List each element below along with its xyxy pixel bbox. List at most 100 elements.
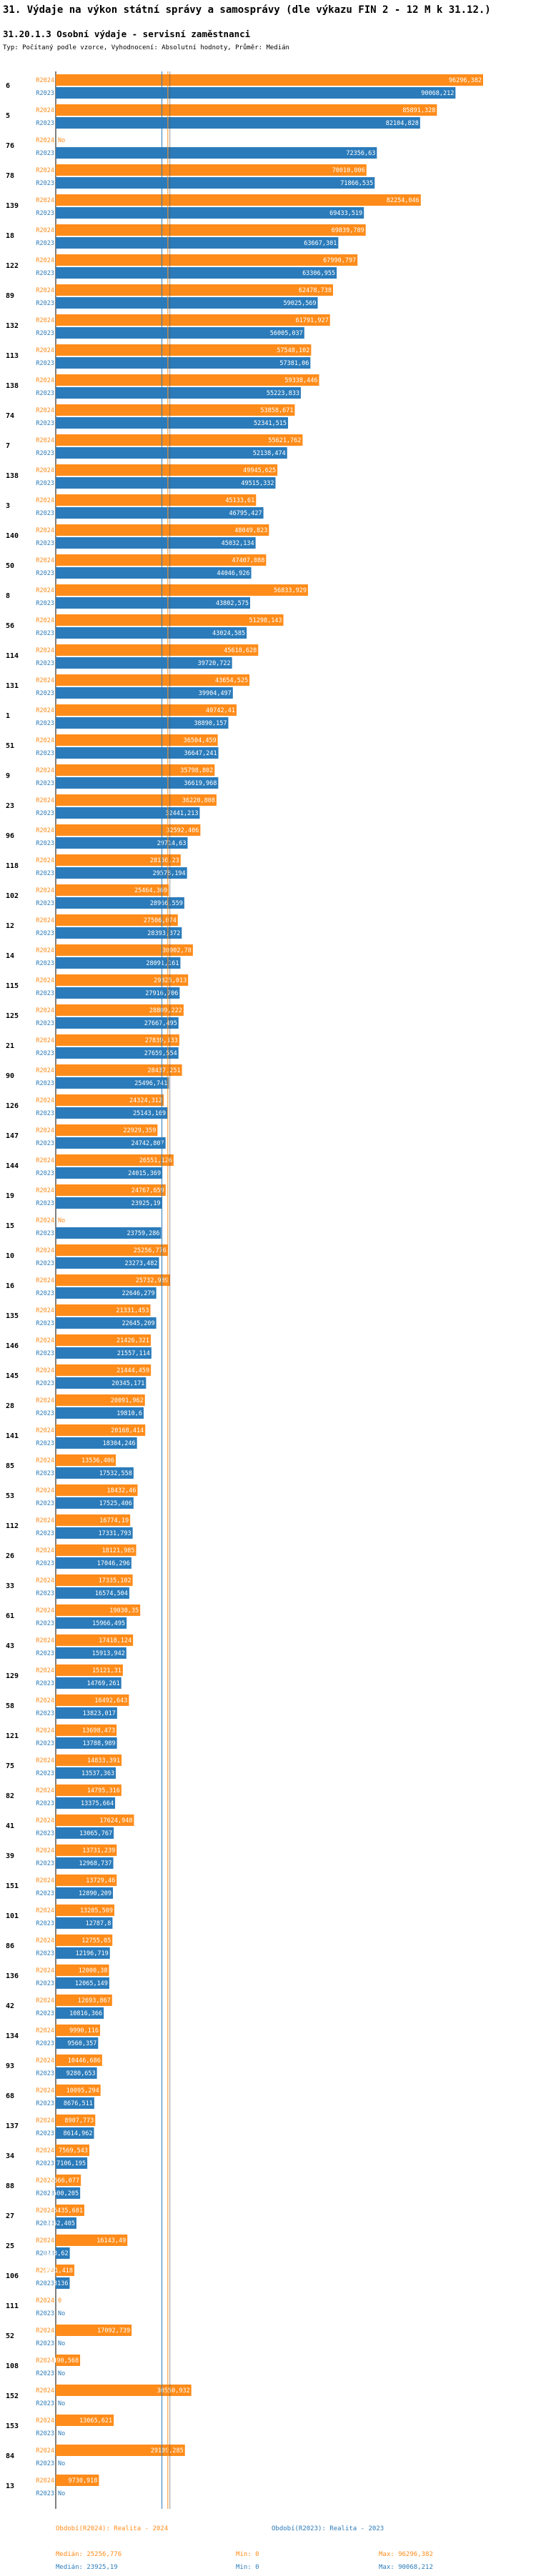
bar-2023: [56, 927, 182, 939]
row-label-2023: R2023: [36, 1470, 54, 1477]
row-label-2023: R2023: [36, 390, 54, 397]
row-label-2023: R2023: [36, 660, 54, 667]
data-label-2024: 16143,49: [96, 2237, 126, 2245]
bar-2024: [56, 2325, 132, 2336]
data-label-2023: 44046,926: [217, 570, 249, 577]
row-label-2024: R2024: [36, 857, 54, 864]
bar-2023: [56, 2157, 88, 2169]
data-label-2023: 63667,301: [304, 240, 337, 247]
bar-2023: [56, 1137, 166, 1149]
data-label-2023: 17331,793: [99, 1530, 131, 1537]
data-label-2023: 25143,169: [133, 1110, 166, 1117]
bar-2024: [56, 734, 218, 746]
data-label-2023: 8614,962: [64, 2130, 93, 2137]
category-label: 136: [6, 1972, 19, 1980]
data-label-2024: 32592,406: [166, 827, 199, 834]
category-label: 39: [6, 1852, 14, 1860]
bar-2023: [56, 2247, 70, 2259]
row-label-2023: R2023: [36, 150, 54, 157]
data-label-2024: 36220,808: [182, 797, 215, 804]
data-label-2023: No: [58, 2430, 65, 2437]
row-label-2023: R2023: [36, 840, 54, 847]
row-label-2024: R2024: [36, 677, 54, 684]
category-label: 52: [6, 2332, 14, 2340]
bar-2024: [56, 1304, 151, 1316]
data-label-2024: 29109,285: [151, 2447, 184, 2455]
bar-2024: [56, 584, 308, 596]
data-label-2023: 46795,427: [229, 510, 262, 517]
row-label-2023: R2023: [36, 1740, 54, 1747]
data-label-2023: 17046,296: [97, 1560, 130, 1567]
data-label-2024: 45133,61: [225, 497, 254, 504]
data-label-2024: 17335,102: [99, 1577, 131, 1584]
bar-2024: [56, 2205, 84, 2216]
bar-2023: [56, 297, 318, 309]
data-label-2024: 12000,38: [79, 1967, 108, 1975]
data-label-2023: 7106,195: [56, 2160, 86, 2167]
legend-max: Max: 90068,212: [379, 2564, 433, 2571]
data-label-2024: 30550,932: [157, 2387, 190, 2395]
bar-2024: [56, 2145, 90, 2156]
data-label-2023: 82104,828: [386, 120, 419, 127]
legend-label: Období(R2023): Realita - 2023: [272, 2525, 384, 2532]
row-label-2024: R2024: [36, 167, 54, 174]
row-label-2023: R2023: [36, 750, 54, 757]
data-label-2023: 13537,363: [81, 1770, 114, 1777]
category-label: 68: [6, 2092, 14, 2100]
row-label-2023: R2023: [36, 2040, 54, 2047]
data-label-2023: 23925,19: [131, 1200, 161, 1207]
row-label-2024: R2024: [36, 227, 54, 234]
bar-2023: [56, 2277, 70, 2289]
data-label-2024: 70010,006: [332, 167, 365, 174]
data-label-2024: 28809,222: [149, 1007, 182, 1014]
bar-2023: [56, 357, 311, 369]
category-label: 7: [6, 442, 10, 450]
row-label-2024: R2024: [36, 1247, 54, 1254]
data-label-2024: 43654,525: [215, 677, 248, 684]
data-label-2023: 55223,833: [267, 390, 299, 397]
data-label-2024: 9990,116: [69, 2027, 99, 2035]
data-label-2024: 85891,328: [402, 107, 435, 114]
row-label-2023: R2023: [36, 1620, 54, 1627]
category-label: 34: [6, 2152, 14, 2160]
data-label-2024: 12693,867: [78, 1997, 111, 2005]
row-label-2024: R2024: [36, 1397, 54, 1404]
category-label: 21: [6, 1042, 14, 1050]
data-label-2023: 27667,495: [144, 1020, 177, 1027]
row-label-2023: R2023: [36, 1950, 54, 1957]
data-label-2024: 27506,074: [144, 917, 177, 924]
category-label: 33: [6, 1582, 14, 1590]
category-label: 135: [6, 1312, 19, 1320]
row-label-2024: R2024: [36, 1277, 54, 1284]
data-label-2023: 69433,519: [329, 210, 362, 217]
data-label-2024: 14795,316: [87, 1787, 120, 1794]
category-label: 125: [6, 1012, 19, 1020]
bar-2024: [56, 1935, 113, 1946]
data-label-2024: 25256,776: [134, 1247, 167, 1254]
bar-2024: [56, 194, 421, 206]
row-label-2023: R2023: [36, 630, 54, 637]
row-label-2024: R2024: [36, 1427, 54, 1434]
row-label-2024: R2024: [36, 1547, 54, 1554]
row-label-2024: R2024: [36, 2087, 54, 2095]
bar-2024: [56, 2025, 101, 2036]
data-label-2023: 13065,767: [79, 1830, 112, 1837]
bar-2024: [56, 1064, 182, 1076]
row-label-2023: R2023: [36, 2130, 54, 2137]
bar-2023: [56, 447, 287, 459]
bar-2024: [56, 254, 358, 266]
category-label: 56: [6, 622, 14, 630]
row-label-2024: R2024: [36, 1337, 54, 1344]
data-label-2023: 10816,366: [69, 2010, 102, 2017]
data-label-2024: 55621,762: [268, 437, 301, 444]
bar-2023: [56, 1347, 152, 1359]
data-label-2024: 21426,321: [116, 1337, 149, 1344]
bar-2023: [56, 147, 377, 159]
row-label-2024: R2024: [36, 2297, 54, 2305]
data-label-2024: 61791,927: [296, 317, 329, 324]
bar-2024: [56, 1154, 174, 1166]
row-label-2023: R2023: [36, 1290, 54, 1297]
row-label-2023: R2023: [36, 1410, 54, 1417]
category-label: 13: [6, 2482, 14, 2490]
row-label-2023: R2023: [36, 2070, 54, 2077]
